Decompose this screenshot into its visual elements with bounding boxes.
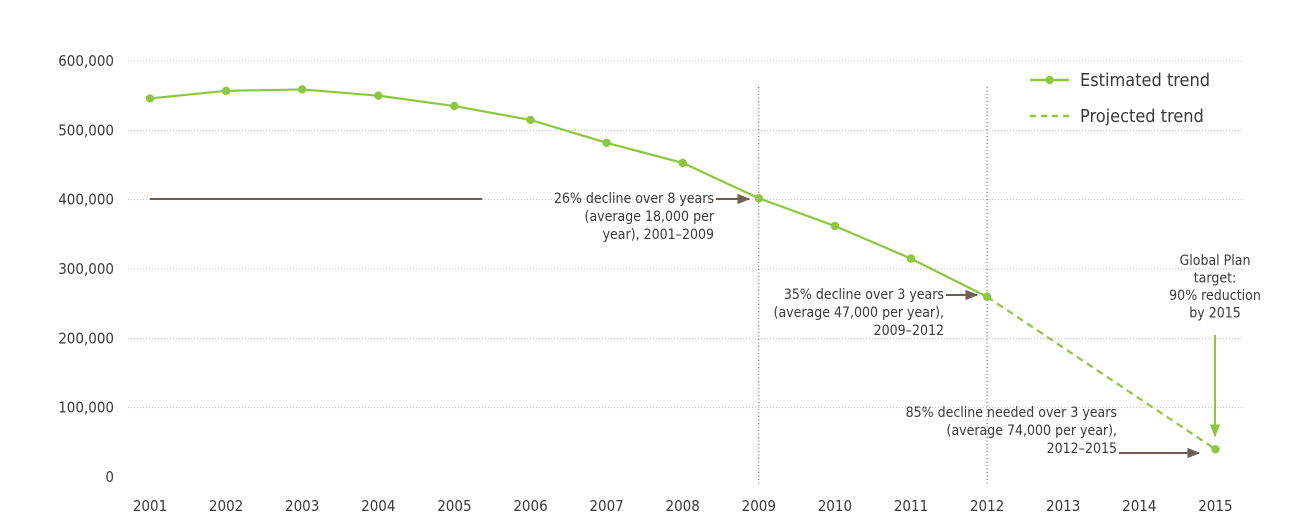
- annotation-line: (average 47,000 per year),: [774, 305, 944, 321]
- annotation-line: 2012–2015: [1047, 441, 1117, 457]
- data-point-2002: [221, 86, 231, 96]
- projected-trend-line: [986, 295, 1217, 451]
- y-tick-label: 400,000: [58, 191, 114, 209]
- x-tick-label: 2006: [513, 497, 547, 515]
- x-tick-label: 2002: [209, 497, 243, 515]
- annotation-line: 26% decline over 8 years: [554, 191, 714, 207]
- data-point-2004: [374, 91, 383, 100]
- y-tick-label: 600,000: [58, 52, 114, 70]
- data-point-2001: [145, 94, 155, 103]
- data-point-2005: [450, 101, 459, 111]
- annotation-line: 90% reduction: [1169, 288, 1261, 304]
- annotation-line: (average 18,000 per: [585, 209, 715, 225]
- x-tick-label: 2003: [285, 497, 319, 515]
- y-tick-label: 100,000: [58, 399, 114, 417]
- annotation-line: year), 2001–2009: [603, 227, 714, 243]
- x-tick-label: 2010: [818, 497, 852, 515]
- x-tick-label: 2008: [666, 497, 700, 515]
- data-point-2007: [602, 138, 611, 148]
- data-point-2003: [298, 85, 307, 94]
- legend-label: Projected trend: [1080, 106, 1204, 127]
- y-tick-label: 500,000: [58, 121, 114, 139]
- data-point-2011: [906, 254, 916, 263]
- legend-label: Estimated trend: [1080, 70, 1210, 91]
- x-tick-label: 2015: [1198, 497, 1232, 515]
- x-tick-label: 2012: [970, 497, 1004, 515]
- x-tick-label: 2004: [361, 497, 395, 515]
- x-tick-label: 2007: [589, 497, 623, 515]
- data-point-2015: [1211, 445, 1220, 454]
- data-point-2009: [754, 194, 763, 203]
- annotation-line: 85% decline needed over 3 years: [906, 405, 1117, 421]
- estimated-trend-line: [149, 88, 988, 298]
- data-point-2010: [830, 221, 840, 231]
- y-tick-label: 200,000: [58, 329, 114, 347]
- y-tick-label: 0: [105, 468, 114, 486]
- x-tick-label: 2001: [133, 497, 167, 515]
- annotation-line: 2009–2012: [874, 323, 944, 339]
- annotation-line: 35% decline over 3 years: [784, 287, 944, 303]
- annotation-line: by 2015: [1189, 306, 1241, 322]
- annotation-line: target:: [1194, 271, 1237, 287]
- y-tick-label: 300,000: [58, 260, 114, 278]
- x-tick-label: 2013: [1046, 497, 1080, 515]
- data-point-2012: [982, 292, 992, 301]
- x-tick-label: 2014: [1122, 497, 1156, 515]
- annotation-line: Global Plan: [1180, 253, 1251, 269]
- x-tick-label: 2009: [742, 497, 776, 515]
- x-tick-label: 2005: [437, 497, 471, 515]
- data-point-2008: [678, 158, 687, 168]
- data-point-2006: [526, 115, 535, 125]
- x-tick-label: 2011: [894, 497, 928, 515]
- annotation-line: (average 74,000 per year),: [947, 423, 1117, 439]
- legend-marker: [1045, 75, 1054, 85]
